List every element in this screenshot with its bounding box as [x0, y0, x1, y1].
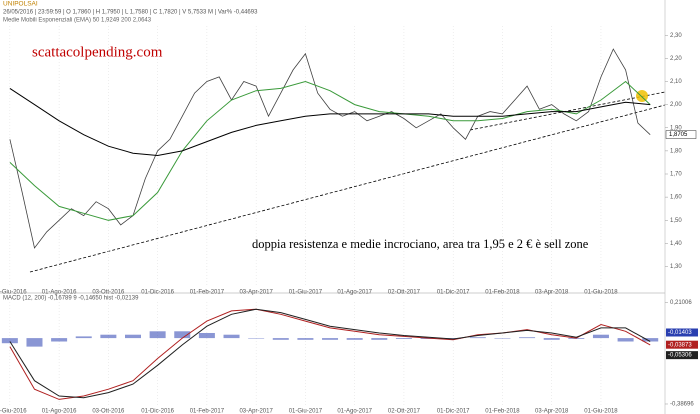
x-tick-label: 01-Giu-2018 — [584, 409, 618, 414]
chart-title: UNIPOLSAI — [3, 1, 38, 8]
last-value-box — [666, 328, 698, 337]
watermark: scattacolpending.com — [32, 44, 163, 60]
y-tick-label: 1,90 — [670, 125, 682, 131]
histogram-bar — [26, 338, 43, 347]
last-value-label: -0,01403 — [668, 330, 692, 336]
x-tick-label: 01-Dic-2016 — [141, 290, 174, 296]
macd-title: MACD (12, 200) -0,16789 9 -0,14650 hist … — [3, 296, 139, 302]
y-tick-label: 1,40 — [670, 241, 682, 247]
y-tick-label: 2,00 — [670, 102, 682, 108]
macd-line — [9, 308, 651, 399]
x-tick-label: 02-Ott-2017 — [388, 290, 421, 296]
histogram-bar — [543, 338, 560, 340]
x-tick-label: 03-Apr-2018 — [535, 409, 569, 414]
x-tick-label: 01-Dic-2017 — [437, 409, 470, 414]
y-tick-label: 1,60 — [670, 195, 682, 201]
ema-line — [9, 87, 651, 157]
x-tick-label: 01-Giu-2016 — [0, 290, 27, 296]
histogram-bar — [100, 334, 117, 339]
x-tick-label: 03-Ott-2016 — [92, 409, 125, 414]
x-tick-label: 03-Ott-2016 — [92, 290, 125, 296]
x-tick-label: 01-Giu-2018 — [584, 290, 618, 296]
x-tick-label: 03-Apr-2017 — [239, 290, 273, 296]
y-tick-label: -0,38696 — [670, 402, 694, 408]
y-tick-label: 0,21006 — [670, 300, 692, 306]
histogram-bar — [248, 338, 265, 339]
histogram-bar — [223, 334, 240, 339]
histogram-bar — [494, 338, 511, 339]
histogram-bar — [642, 338, 659, 342]
histogram-bar — [395, 338, 412, 339]
histogram-bar — [592, 334, 609, 339]
x-tick-label: 01-Dic-2016 — [141, 409, 174, 414]
last-value-box — [666, 340, 698, 349]
histogram-bar — [322, 338, 339, 340]
macd-line — [9, 308, 651, 400]
last-price-label: 1,8705 — [669, 132, 688, 138]
histogram-bar — [469, 337, 486, 339]
histogram-bar — [149, 331, 166, 339]
last-value-label: -0,03873 — [668, 342, 692, 348]
histogram-bar — [198, 332, 215, 339]
x-tick-label: 01-Feb-2017 — [190, 409, 225, 414]
histogram-bar — [297, 338, 314, 340]
last-price-box — [665, 130, 697, 139]
x-tick-label: 01-Ago-2016 — [42, 290, 77, 296]
x-tick-label: 01-Dic-2017 — [437, 290, 470, 296]
y-tick-label: 1,70 — [670, 172, 682, 178]
x-tick-label: 01-Ago-2017 — [337, 290, 372, 296]
histogram-bar — [125, 334, 141, 339]
histogram-bar — [1, 338, 18, 344]
price-line — [9, 48, 651, 249]
histogram-bar — [51, 338, 68, 342]
x-tick-label: 01-Feb-2017 — [190, 290, 225, 296]
x-tick-label: 03-Apr-2017 — [239, 409, 273, 414]
ema-line — [9, 80, 651, 221]
x-tick-label: 01-Giu-2016 — [0, 409, 27, 414]
histogram-bar — [617, 338, 634, 342]
y-tick-label: 2,30 — [670, 33, 682, 39]
histogram-bar — [519, 337, 536, 339]
x-tick-label: 01-Giu-2017 — [289, 409, 323, 414]
x-tick-label: 01-Giu-2017 — [289, 290, 323, 296]
last-value-label: -0,05306 — [668, 353, 692, 359]
histogram-bar — [174, 331, 191, 339]
trend-line — [29, 104, 666, 273]
x-tick-label: 02-Ott-2017 — [388, 409, 421, 414]
x-tick-label: 01-Ago-2016 — [42, 409, 77, 414]
last-value-box — [666, 351, 698, 360]
histogram-bar — [272, 338, 289, 340]
x-tick-label: 01-Feb-2018 — [485, 409, 520, 414]
y-tick-label: 2,10 — [670, 79, 682, 85]
legend: Medie Mobili Esponenziali (EMA) 50 1,924… — [3, 18, 152, 24]
histogram-bar — [371, 338, 388, 340]
y-tick-label: 1,50 — [670, 218, 682, 224]
subtitle: 26/05/2016 | 23:59:59 | O 1,7860 | H 1,7… — [3, 10, 258, 16]
x-tick-label: 03-Apr-2018 — [535, 290, 569, 296]
y-tick-label: 1,80 — [670, 148, 682, 154]
x-tick-label: 01-Ago-2017 — [337, 409, 372, 414]
histogram-bar — [75, 336, 92, 339]
y-tick-label: 2,20 — [670, 56, 682, 62]
histogram-bar — [346, 338, 363, 340]
highlight — [636, 90, 648, 102]
annotation: doppia resistenza e medie incrociano, ar… — [252, 237, 589, 251]
y-tick-label: 1,30 — [670, 264, 682, 270]
x-tick-label: 01-Feb-2018 — [485, 290, 520, 296]
